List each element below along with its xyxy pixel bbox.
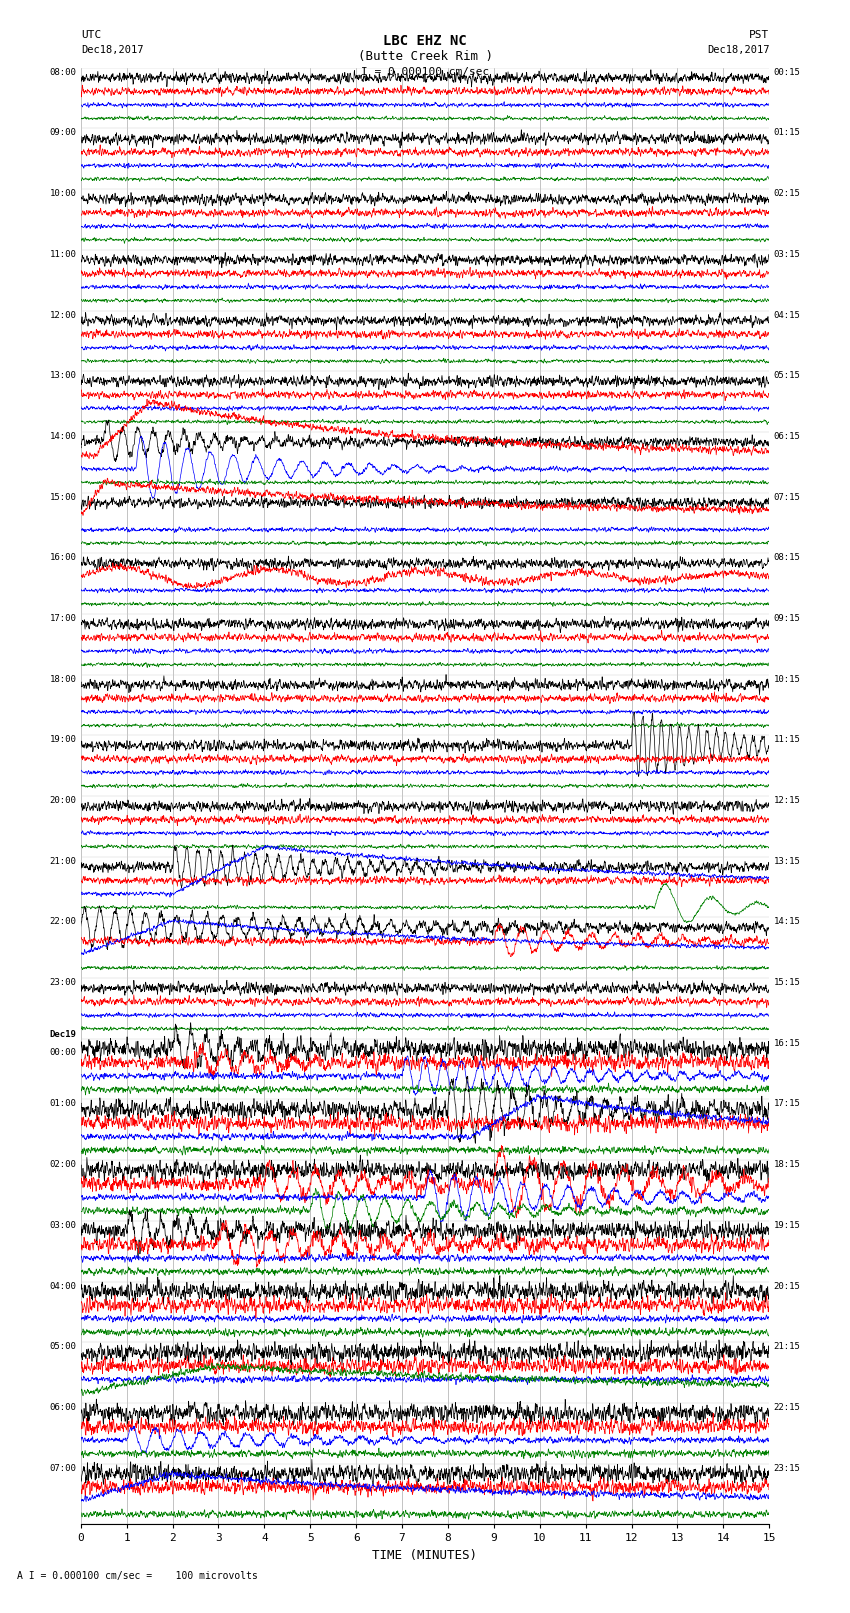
Text: 03:00: 03:00 bbox=[49, 1221, 76, 1229]
X-axis label: TIME (MINUTES): TIME (MINUTES) bbox=[372, 1548, 478, 1561]
Text: 02:15: 02:15 bbox=[774, 189, 801, 198]
Text: UTC: UTC bbox=[81, 31, 101, 40]
Text: 19:15: 19:15 bbox=[774, 1221, 801, 1229]
Text: 08:00: 08:00 bbox=[49, 68, 76, 77]
Text: PST: PST bbox=[749, 31, 769, 40]
Text: 07:15: 07:15 bbox=[774, 492, 801, 502]
Text: 08:15: 08:15 bbox=[774, 553, 801, 563]
Text: 22:15: 22:15 bbox=[774, 1403, 801, 1411]
Text: (Butte Creek Rim ): (Butte Creek Rim ) bbox=[358, 50, 492, 63]
Text: 22:00: 22:00 bbox=[49, 918, 76, 926]
Text: 18:00: 18:00 bbox=[49, 674, 76, 684]
Text: Dec18,2017: Dec18,2017 bbox=[81, 45, 144, 55]
Text: 15:15: 15:15 bbox=[774, 977, 801, 987]
Text: 14:00: 14:00 bbox=[49, 432, 76, 440]
Text: 05:15: 05:15 bbox=[774, 371, 801, 381]
Text: 10:00: 10:00 bbox=[49, 189, 76, 198]
Text: 04:00: 04:00 bbox=[49, 1282, 76, 1290]
Text: 12:15: 12:15 bbox=[774, 797, 801, 805]
Text: I = 0.000100 cm/sec: I = 0.000100 cm/sec bbox=[361, 68, 489, 77]
Text: 17:15: 17:15 bbox=[774, 1100, 801, 1108]
Text: 01:00: 01:00 bbox=[49, 1100, 76, 1108]
Text: 06:00: 06:00 bbox=[49, 1403, 76, 1411]
Text: 14:15: 14:15 bbox=[774, 918, 801, 926]
Text: 06:15: 06:15 bbox=[774, 432, 801, 440]
Text: 10:15: 10:15 bbox=[774, 674, 801, 684]
Text: 09:15: 09:15 bbox=[774, 615, 801, 623]
Text: Dec18,2017: Dec18,2017 bbox=[706, 45, 769, 55]
Text: 13:15: 13:15 bbox=[774, 857, 801, 866]
Text: 12:00: 12:00 bbox=[49, 311, 76, 319]
Text: 16:00: 16:00 bbox=[49, 553, 76, 563]
Text: 04:15: 04:15 bbox=[774, 311, 801, 319]
Text: 11:15: 11:15 bbox=[774, 736, 801, 744]
Text: 23:00: 23:00 bbox=[49, 977, 76, 987]
Text: 03:15: 03:15 bbox=[774, 250, 801, 258]
Text: 00:15: 00:15 bbox=[774, 68, 801, 77]
Text: 01:15: 01:15 bbox=[774, 129, 801, 137]
Text: A I = 0.000100 cm/sec =    100 microvolts: A I = 0.000100 cm/sec = 100 microvolts bbox=[17, 1571, 258, 1581]
Text: 21:15: 21:15 bbox=[774, 1342, 801, 1352]
Text: 19:00: 19:00 bbox=[49, 736, 76, 744]
Text: 11:00: 11:00 bbox=[49, 250, 76, 258]
Text: 20:00: 20:00 bbox=[49, 797, 76, 805]
Text: 05:00: 05:00 bbox=[49, 1342, 76, 1352]
Text: 15:00: 15:00 bbox=[49, 492, 76, 502]
Text: Dec19: Dec19 bbox=[49, 1029, 76, 1039]
Text: 13:00: 13:00 bbox=[49, 371, 76, 381]
Text: 18:15: 18:15 bbox=[774, 1160, 801, 1169]
Text: 16:15: 16:15 bbox=[774, 1039, 801, 1048]
Text: 20:15: 20:15 bbox=[774, 1282, 801, 1290]
Text: 07:00: 07:00 bbox=[49, 1463, 76, 1473]
Text: 23:15: 23:15 bbox=[774, 1463, 801, 1473]
Text: 09:00: 09:00 bbox=[49, 129, 76, 137]
Text: 17:00: 17:00 bbox=[49, 615, 76, 623]
Text: 00:00: 00:00 bbox=[49, 1048, 76, 1058]
Text: 02:00: 02:00 bbox=[49, 1160, 76, 1169]
Text: LBC EHZ NC: LBC EHZ NC bbox=[383, 34, 467, 48]
Text: 21:00: 21:00 bbox=[49, 857, 76, 866]
